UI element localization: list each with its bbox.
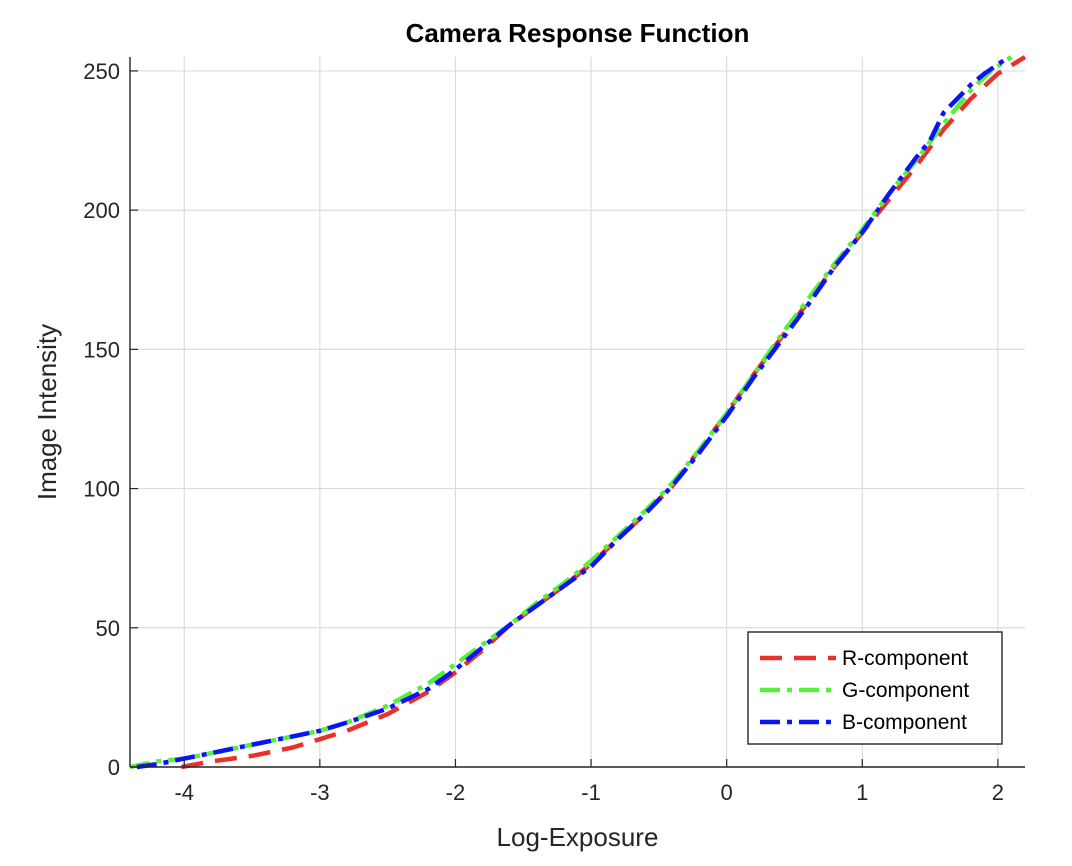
- tick-labels: -4 -3 -2 -1 0 1 2 0 50 100 150 200 250: [83, 59, 1004, 805]
- y-tick-label: 50: [96, 616, 120, 641]
- x-tick-label: -1: [581, 780, 601, 805]
- x-tick-label: -4: [174, 780, 194, 805]
- y-tick-label: 150: [83, 337, 120, 362]
- plot-lines: [129, 55, 1027, 770]
- x-tick-label: -3: [310, 780, 330, 805]
- y-tick-label: 100: [83, 477, 120, 502]
- legend-entry-label: R-component: [842, 647, 968, 670]
- x-tick-label: 0: [721, 780, 733, 805]
- x-tick-label: -2: [446, 780, 466, 805]
- axes: [129, 57, 1025, 768]
- x-axis-label: Log-Exposure: [497, 822, 659, 852]
- y-axis-label: Image Intensity: [32, 324, 62, 500]
- series-line-b-component: [136, 57, 1006, 770]
- legend-entry-label: B-component: [842, 711, 967, 734]
- legend-entry-label: G-component: [842, 679, 969, 702]
- chart-title: Camera Response Function: [406, 18, 750, 48]
- y-tick-label: 200: [83, 198, 120, 223]
- y-tick-label: 0: [108, 755, 120, 780]
- x-tick-label: 1: [856, 780, 868, 805]
- y-tick-label: 250: [83, 59, 120, 84]
- legend: R-component G-component B-component: [747, 631, 1003, 745]
- x-tick-label: 2: [992, 780, 1004, 805]
